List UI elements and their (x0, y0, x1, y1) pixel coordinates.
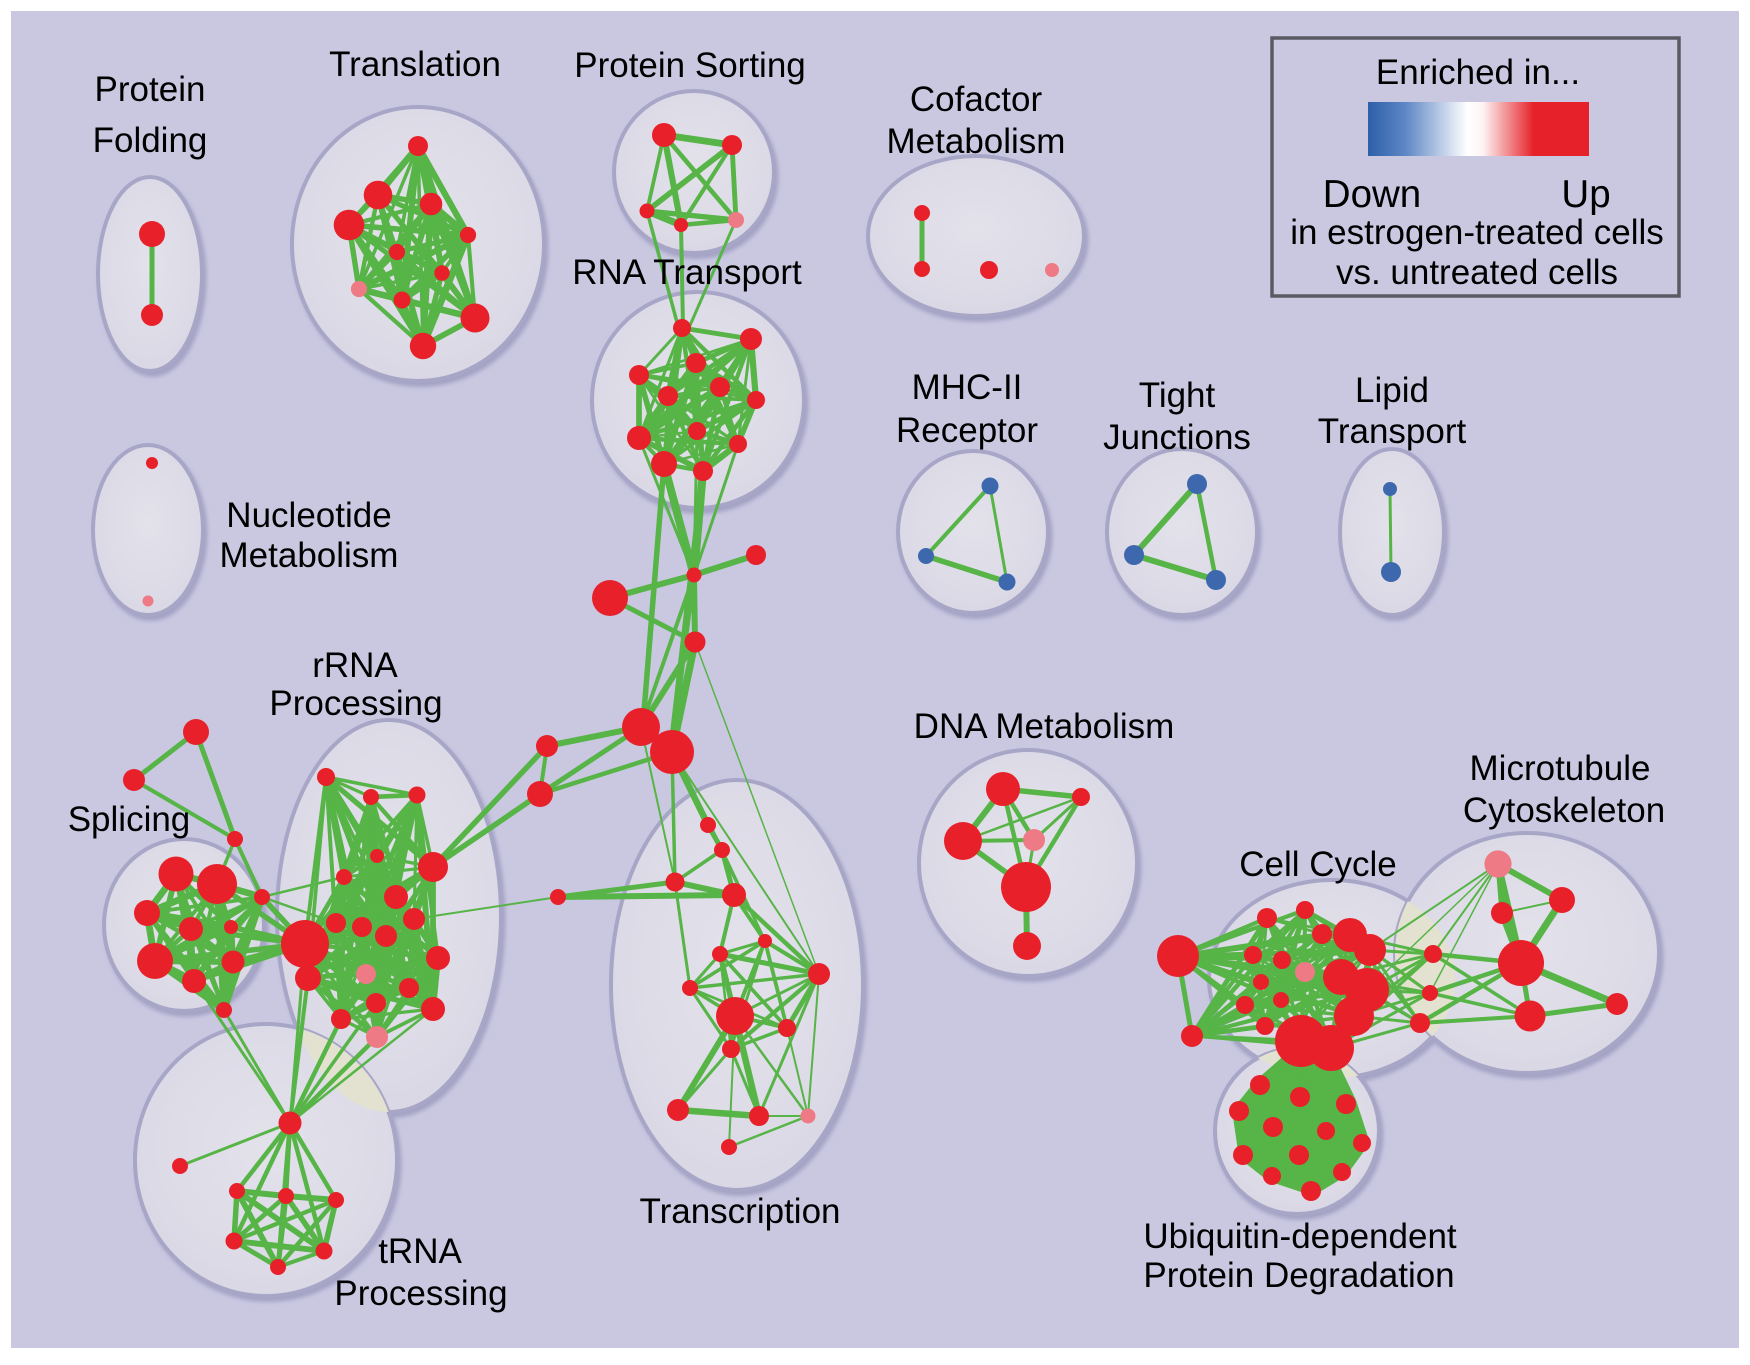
svg-text:Ubiquitin-dependent: Ubiquitin-dependent (1143, 1217, 1457, 1256)
svg-text:Protein: Protein (95, 70, 206, 109)
svg-text:Metabolism: Metabolism (887, 122, 1066, 161)
svg-text:MHC-II: MHC-II (912, 368, 1023, 407)
svg-text:Cell Cycle: Cell Cycle (1239, 845, 1397, 884)
svg-text:Protein Sorting: Protein Sorting (574, 46, 806, 85)
svg-text:in estrogen-treated cells: in estrogen-treated cells (1290, 213, 1664, 252)
svg-text:Microtubule: Microtubule (1470, 749, 1651, 788)
svg-text:Cytoskeleton: Cytoskeleton (1463, 791, 1665, 830)
svg-text:DNA Metabolism: DNA Metabolism (914, 707, 1175, 746)
svg-text:vs. untreated cells: vs. untreated cells (1336, 253, 1618, 292)
svg-text:Translation: Translation (329, 45, 501, 84)
svg-text:Receptor: Receptor (896, 411, 1038, 450)
svg-text:tRNA: tRNA (378, 1232, 462, 1271)
svg-text:Processing: Processing (334, 1274, 507, 1313)
svg-text:Splicing: Splicing (68, 800, 191, 839)
svg-text:Nucleotide: Nucleotide (226, 496, 391, 535)
svg-text:Metabolism: Metabolism (220, 536, 399, 575)
svg-text:Enriched in...: Enriched in... (1376, 53, 1580, 92)
svg-text:rRNA: rRNA (312, 646, 398, 685)
svg-text:Up: Up (1561, 173, 1610, 216)
svg-text:Transcription: Transcription (640, 1192, 841, 1231)
svg-text:Processing: Processing (269, 684, 442, 723)
svg-text:Folding: Folding (93, 121, 208, 160)
svg-text:RNA Transport: RNA Transport (572, 253, 802, 292)
svg-text:Cofactor: Cofactor (910, 80, 1043, 119)
svg-text:Junctions: Junctions (1103, 418, 1251, 457)
svg-text:Tight: Tight (1139, 376, 1216, 415)
svg-text:Protein Degradation: Protein Degradation (1143, 1256, 1454, 1295)
svg-text:Lipid: Lipid (1355, 371, 1429, 410)
svg-text:Down: Down (1323, 173, 1421, 216)
svg-text:Transport: Transport (1318, 412, 1467, 451)
